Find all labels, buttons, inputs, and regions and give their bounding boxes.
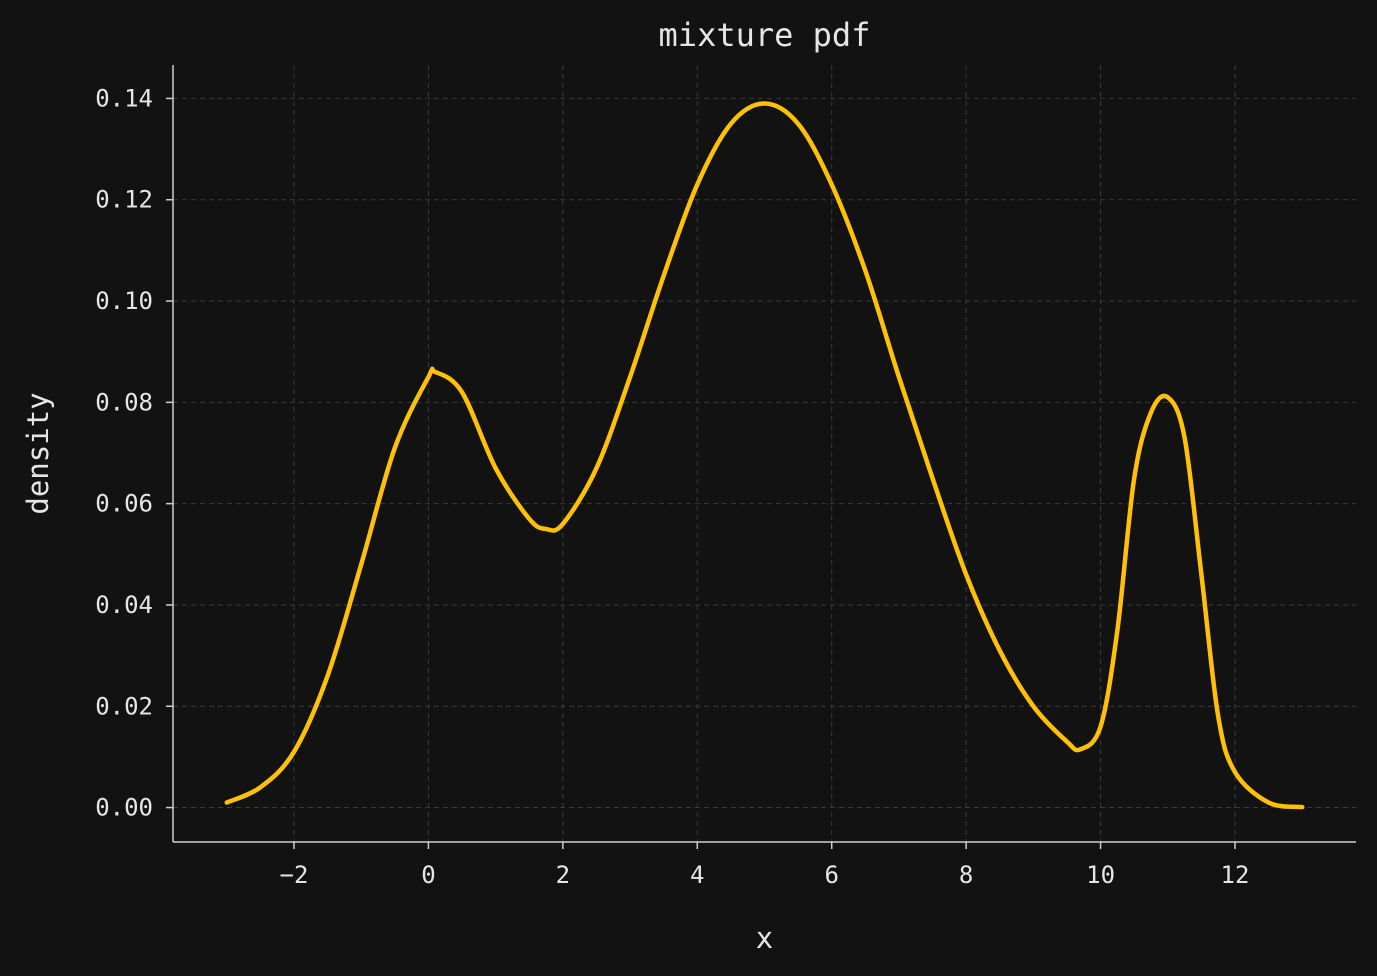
- y-axis-label: density: [21, 392, 55, 514]
- y-ticks: 0.00 0.02 0.04 0.06 0.08 0.10 0.12 0.14: [95, 84, 173, 822]
- x-tick-label: 8: [959, 861, 973, 889]
- y-tick-label: 0.04: [95, 591, 153, 619]
- y-tick-label: 0.08: [95, 388, 153, 416]
- grid: [173, 65, 1356, 842]
- x-tick-label: −2: [280, 861, 309, 889]
- x-tick-label: 12: [1221, 861, 1250, 889]
- x-tick-label: 10: [1086, 861, 1115, 889]
- y-tick-label: 0.14: [95, 84, 153, 112]
- x-axis-label: x: [756, 921, 773, 955]
- series-layer: [224, 101, 1305, 810]
- y-tick-label: 0.02: [95, 692, 153, 720]
- x-tick-label: 4: [690, 861, 704, 889]
- chart-title: mixture pdf: [659, 16, 871, 54]
- series-line-0: [224, 101, 1305, 810]
- y-tick-label: 0.10: [95, 287, 153, 315]
- x-tick-label: 0: [421, 861, 435, 889]
- x-ticks: −2 0 2 4 6 8 10 12: [280, 842, 1250, 889]
- x-tick-label: 6: [824, 861, 838, 889]
- axes: [172, 65, 1356, 843]
- x-tick-label: 2: [556, 861, 570, 889]
- y-tick-label: 0.06: [95, 490, 153, 518]
- y-tick-label: 0.00: [95, 794, 153, 822]
- y-tick-label: 0.12: [95, 186, 153, 214]
